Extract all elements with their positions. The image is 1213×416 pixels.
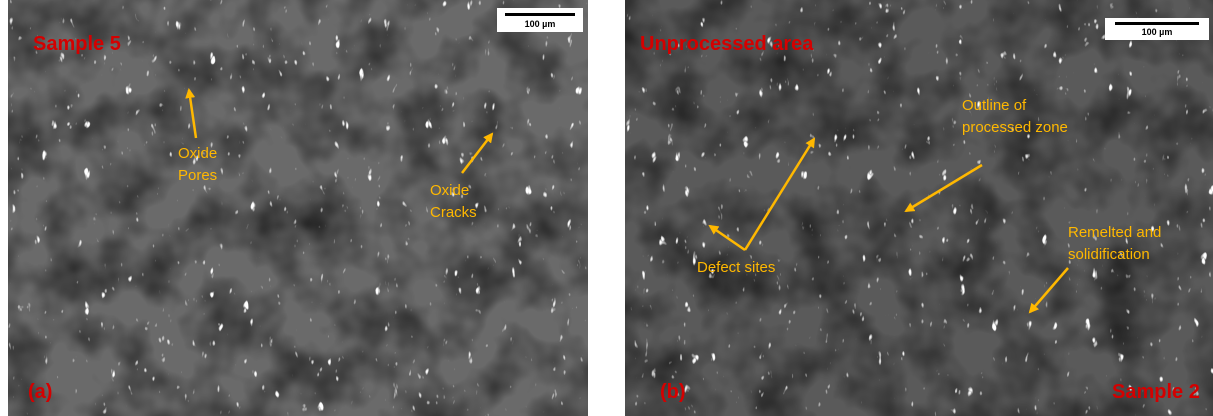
- panel-title: Unprocessed area: [640, 33, 814, 55]
- sample-label: Sample 2: [1112, 381, 1200, 403]
- texture: [8, 0, 588, 416]
- annotation: Remelted and: [1068, 224, 1161, 241]
- figure: 100 µm Sample 5 (a) Oxide Pores Oxide Cr…: [0, 0, 1213, 416]
- panel-b: 100 µm Unprocessed area (b) Sample 2 Out…: [625, 0, 1213, 416]
- texture: [625, 0, 1213, 416]
- panel-title: Sample 5: [33, 33, 121, 55]
- annotation: Pores: [178, 167, 217, 184]
- annotation: solidification: [1068, 246, 1150, 263]
- scale-bar-label: 100 µm: [1142, 27, 1173, 37]
- panel-label: (a): [28, 381, 52, 403]
- annotation: Outline of: [962, 97, 1027, 114]
- annotation: Cracks: [430, 204, 477, 221]
- annotation: Defect sites: [697, 259, 775, 276]
- annotation: Oxide: [178, 145, 217, 162]
- scale-bar: [505, 13, 575, 16]
- annotation: processed zone: [962, 119, 1068, 136]
- panel-label: (b): [660, 381, 686, 403]
- scale-bar: [1115, 22, 1199, 25]
- scale-bar-label: 100 µm: [525, 19, 556, 29]
- annotation: Oxide: [430, 182, 469, 199]
- panel-a: 100 µm Sample 5 (a) Oxide Pores Oxide Cr…: [8, 0, 588, 416]
